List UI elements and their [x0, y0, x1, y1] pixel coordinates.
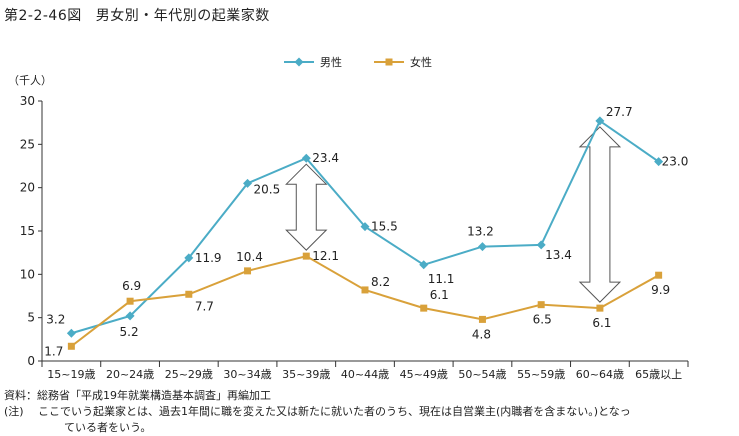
female-point — [596, 304, 604, 312]
male-point — [301, 153, 311, 163]
y-axis-label: （千人） — [8, 74, 52, 87]
male-data-label: 15.5 — [371, 220, 398, 234]
male-point — [536, 240, 546, 250]
female-data-label: 4.8 — [472, 327, 491, 341]
female-data-label: 9.9 — [651, 283, 670, 297]
figure-number: 第2-2-46図 — [4, 8, 82, 24]
female-point — [67, 342, 75, 350]
female-data-label: 6.5 — [533, 313, 552, 327]
figure-title-text: 男女別・年代別の起業家数 — [95, 8, 270, 24]
female-data-label: 10.4 — [236, 250, 263, 264]
male-point — [184, 253, 194, 263]
figure-title: 第2-2-46図 男女別・年代別の起業家数 — [4, 5, 270, 25]
male-point — [243, 178, 253, 188]
y-tick-label: 20 — [20, 181, 35, 195]
male-point — [125, 311, 135, 321]
female-point — [478, 315, 486, 323]
male-data-label: 23.0 — [662, 155, 689, 169]
x-tick-label: 15~19歳 — [47, 368, 95, 380]
female-legend-marker — [385, 58, 393, 66]
x-tick-label: 55~59歳 — [517, 368, 565, 380]
male-data-label: 13.4 — [545, 248, 572, 262]
male-point — [595, 116, 605, 126]
x-tick-label: 45~49歳 — [400, 368, 448, 380]
footnote: (注) ここでいう起業家とは、過去1年間に職を変えた又は新たに就いた者のうち、現在… — [4, 404, 631, 436]
female-data-label: 6.1 — [430, 288, 449, 302]
male-point — [66, 328, 76, 338]
female-data-label: 6.1 — [592, 316, 611, 330]
female-data-label: 6.9 — [122, 279, 141, 293]
legend: 男性 女性 — [284, 55, 432, 69]
y-tick-label: 0 — [27, 354, 35, 368]
male-data-label: 27.7 — [606, 105, 633, 119]
x-tick-label: 20~24歳 — [106, 368, 154, 380]
x-tick-label: 25~29歳 — [165, 368, 213, 380]
axes: 0 5 10 15 20 25 30 15~19歳 20~24歳 25~29歳 30~34歳 35~3… — [20, 94, 689, 380]
y-tick-label: 5 — [27, 311, 35, 325]
male-data-label: 20.5 — [254, 182, 281, 196]
footnote-tag: (注) — [4, 405, 24, 418]
gap-arrow — [285, 163, 328, 251]
male-data-label: 11.9 — [195, 251, 222, 265]
male-point — [654, 157, 664, 167]
male-data-label: 3.2 — [46, 312, 65, 326]
line-chart: 男性 女性 （千人） 0 5 10 15 20 25 30 15~19歳 20~24歳 25~29歳… — [8, 55, 689, 380]
male-legend-label: 男性 — [320, 55, 342, 69]
female-series-line — [70, 255, 660, 348]
x-tick-label: 40~44歳 — [341, 368, 389, 380]
female-point — [126, 297, 134, 305]
female-data-label: 1.7 — [44, 344, 63, 358]
male-data-label: 23.4 — [312, 151, 339, 165]
source-note: 資料：総務省「平成19年就業構造基本調査」再編加工 — [4, 389, 271, 402]
y-tick-label: 15 — [20, 224, 35, 238]
female-point — [420, 304, 428, 312]
female-point — [244, 267, 252, 275]
male-data-label: 11.1 — [428, 272, 455, 286]
female-point — [655, 271, 663, 279]
male-point — [360, 222, 370, 232]
female-data-label: 12.1 — [312, 249, 339, 263]
data-labels: 3.2 5.2 11.9 20.5 23.4 15.5 11.1 13.2 13.4 27.7 23… — [44, 105, 688, 358]
male-data-label: 13.2 — [467, 225, 494, 239]
male-point — [477, 242, 487, 252]
x-tick-label: 65歳以上 — [635, 368, 682, 380]
y-tick-label: 25 — [20, 137, 35, 151]
x-tick-label: 30~34歳 — [223, 368, 271, 380]
female-point — [537, 301, 545, 309]
x-tick-label: 35~39歳 — [282, 368, 330, 380]
male-legend-marker — [294, 57, 304, 67]
female-data-label: 7.7 — [195, 299, 214, 313]
male-data-label: 5.2 — [120, 325, 139, 339]
gap-arrow — [578, 126, 622, 303]
x-tick-label: 60~64歳 — [576, 368, 624, 380]
y-tick-label: 10 — [20, 267, 35, 281]
female-point — [361, 286, 369, 294]
footnote-line-2: ている者をいう。 — [64, 421, 152, 434]
female-legend-label: 女性 — [410, 55, 432, 69]
x-tick-label: 50~54歳 — [458, 368, 506, 380]
male-point — [419, 260, 429, 270]
female-data-label: 8.2 — [371, 275, 390, 289]
series-layer — [66, 116, 664, 350]
y-tick-label: 30 — [20, 94, 35, 108]
footnote-line-1: ここでいう起業家とは、過去1年間に職を変えた又は新たに就いた者のうち、現在は自営… — [38, 405, 631, 418]
female-point — [302, 252, 310, 260]
female-point — [185, 290, 193, 298]
